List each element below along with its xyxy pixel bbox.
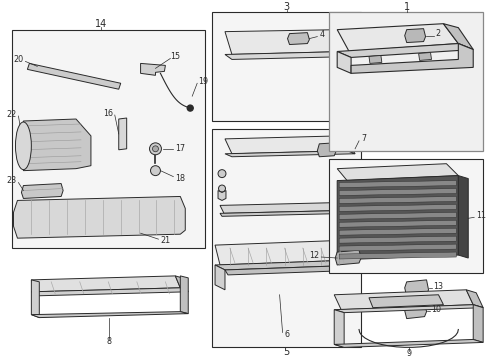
- Bar: [12, 30, 204, 248]
- Circle shape: [152, 146, 158, 152]
- Polygon shape: [337, 24, 457, 51]
- Polygon shape: [333, 290, 472, 310]
- Polygon shape: [337, 51, 350, 73]
- Polygon shape: [333, 339, 482, 347]
- Text: 22: 22: [6, 109, 17, 118]
- Polygon shape: [215, 265, 224, 290]
- Polygon shape: [339, 212, 455, 219]
- Text: 4: 4: [319, 30, 324, 39]
- Polygon shape: [215, 240, 353, 265]
- Text: 12: 12: [308, 251, 319, 260]
- Text: 11: 11: [475, 211, 485, 220]
- Text: 14: 14: [95, 19, 107, 29]
- Polygon shape: [333, 305, 482, 312]
- Text: 17: 17: [175, 144, 185, 153]
- Polygon shape: [31, 288, 188, 296]
- Text: 1: 1: [403, 2, 409, 12]
- Polygon shape: [21, 184, 63, 198]
- Polygon shape: [457, 176, 468, 258]
- Circle shape: [218, 170, 225, 177]
- Text: 9: 9: [406, 349, 410, 358]
- Polygon shape: [317, 143, 337, 157]
- Polygon shape: [404, 29, 425, 42]
- Text: 18: 18: [175, 174, 185, 183]
- Polygon shape: [339, 30, 354, 57]
- Text: 21: 21: [160, 236, 170, 245]
- Polygon shape: [339, 204, 455, 211]
- Polygon shape: [215, 260, 363, 270]
- Polygon shape: [224, 151, 354, 157]
- Polygon shape: [418, 53, 430, 60]
- Polygon shape: [443, 24, 472, 50]
- Text: 20: 20: [13, 55, 23, 64]
- Text: 23: 23: [6, 176, 17, 185]
- Ellipse shape: [16, 122, 31, 170]
- Polygon shape: [224, 136, 346, 154]
- Polygon shape: [27, 63, 121, 89]
- Polygon shape: [339, 228, 455, 235]
- Polygon shape: [339, 236, 455, 243]
- Bar: [328, 12, 482, 151]
- Polygon shape: [404, 303, 426, 319]
- Polygon shape: [224, 51, 354, 59]
- Polygon shape: [220, 202, 348, 213]
- Text: 7: 7: [360, 134, 366, 143]
- Text: 16: 16: [102, 109, 113, 118]
- Polygon shape: [368, 295, 443, 308]
- Polygon shape: [339, 244, 455, 251]
- Text: 5: 5: [283, 347, 289, 357]
- Polygon shape: [287, 33, 309, 45]
- Polygon shape: [337, 176, 457, 260]
- Polygon shape: [31, 276, 180, 292]
- Text: 2: 2: [435, 29, 440, 38]
- Bar: [212, 12, 360, 121]
- Polygon shape: [14, 197, 185, 238]
- Polygon shape: [404, 280, 427, 297]
- Polygon shape: [350, 44, 472, 73]
- Polygon shape: [218, 190, 225, 201]
- Text: 15: 15: [170, 52, 180, 61]
- Polygon shape: [220, 210, 350, 216]
- Text: 19: 19: [198, 77, 208, 86]
- Polygon shape: [339, 181, 455, 188]
- Bar: [212, 129, 360, 347]
- Polygon shape: [339, 197, 455, 203]
- Circle shape: [187, 105, 193, 111]
- Polygon shape: [31, 280, 39, 318]
- Polygon shape: [337, 44, 472, 58]
- Polygon shape: [23, 119, 91, 171]
- Polygon shape: [337, 164, 457, 181]
- Polygon shape: [224, 30, 346, 54]
- Text: 10: 10: [430, 305, 441, 314]
- Polygon shape: [472, 305, 482, 342]
- Polygon shape: [224, 265, 366, 275]
- Text: 8: 8: [106, 337, 111, 346]
- Polygon shape: [339, 220, 455, 227]
- Polygon shape: [339, 252, 455, 259]
- Text: 13: 13: [433, 282, 443, 291]
- Polygon shape: [368, 55, 381, 63]
- Text: 6: 6: [284, 330, 288, 339]
- Bar: [328, 159, 482, 273]
- Polygon shape: [346, 240, 363, 265]
- Polygon shape: [339, 189, 455, 195]
- Polygon shape: [333, 310, 344, 347]
- Polygon shape: [334, 250, 360, 265]
- Polygon shape: [180, 276, 188, 314]
- Polygon shape: [31, 312, 188, 318]
- Polygon shape: [119, 118, 126, 150]
- Polygon shape: [339, 136, 354, 154]
- Circle shape: [218, 185, 225, 192]
- Circle shape: [149, 143, 161, 155]
- Polygon shape: [140, 63, 165, 75]
- Circle shape: [150, 166, 160, 176]
- Polygon shape: [466, 290, 482, 308]
- Polygon shape: [175, 276, 188, 292]
- Text: 3: 3: [283, 2, 289, 12]
